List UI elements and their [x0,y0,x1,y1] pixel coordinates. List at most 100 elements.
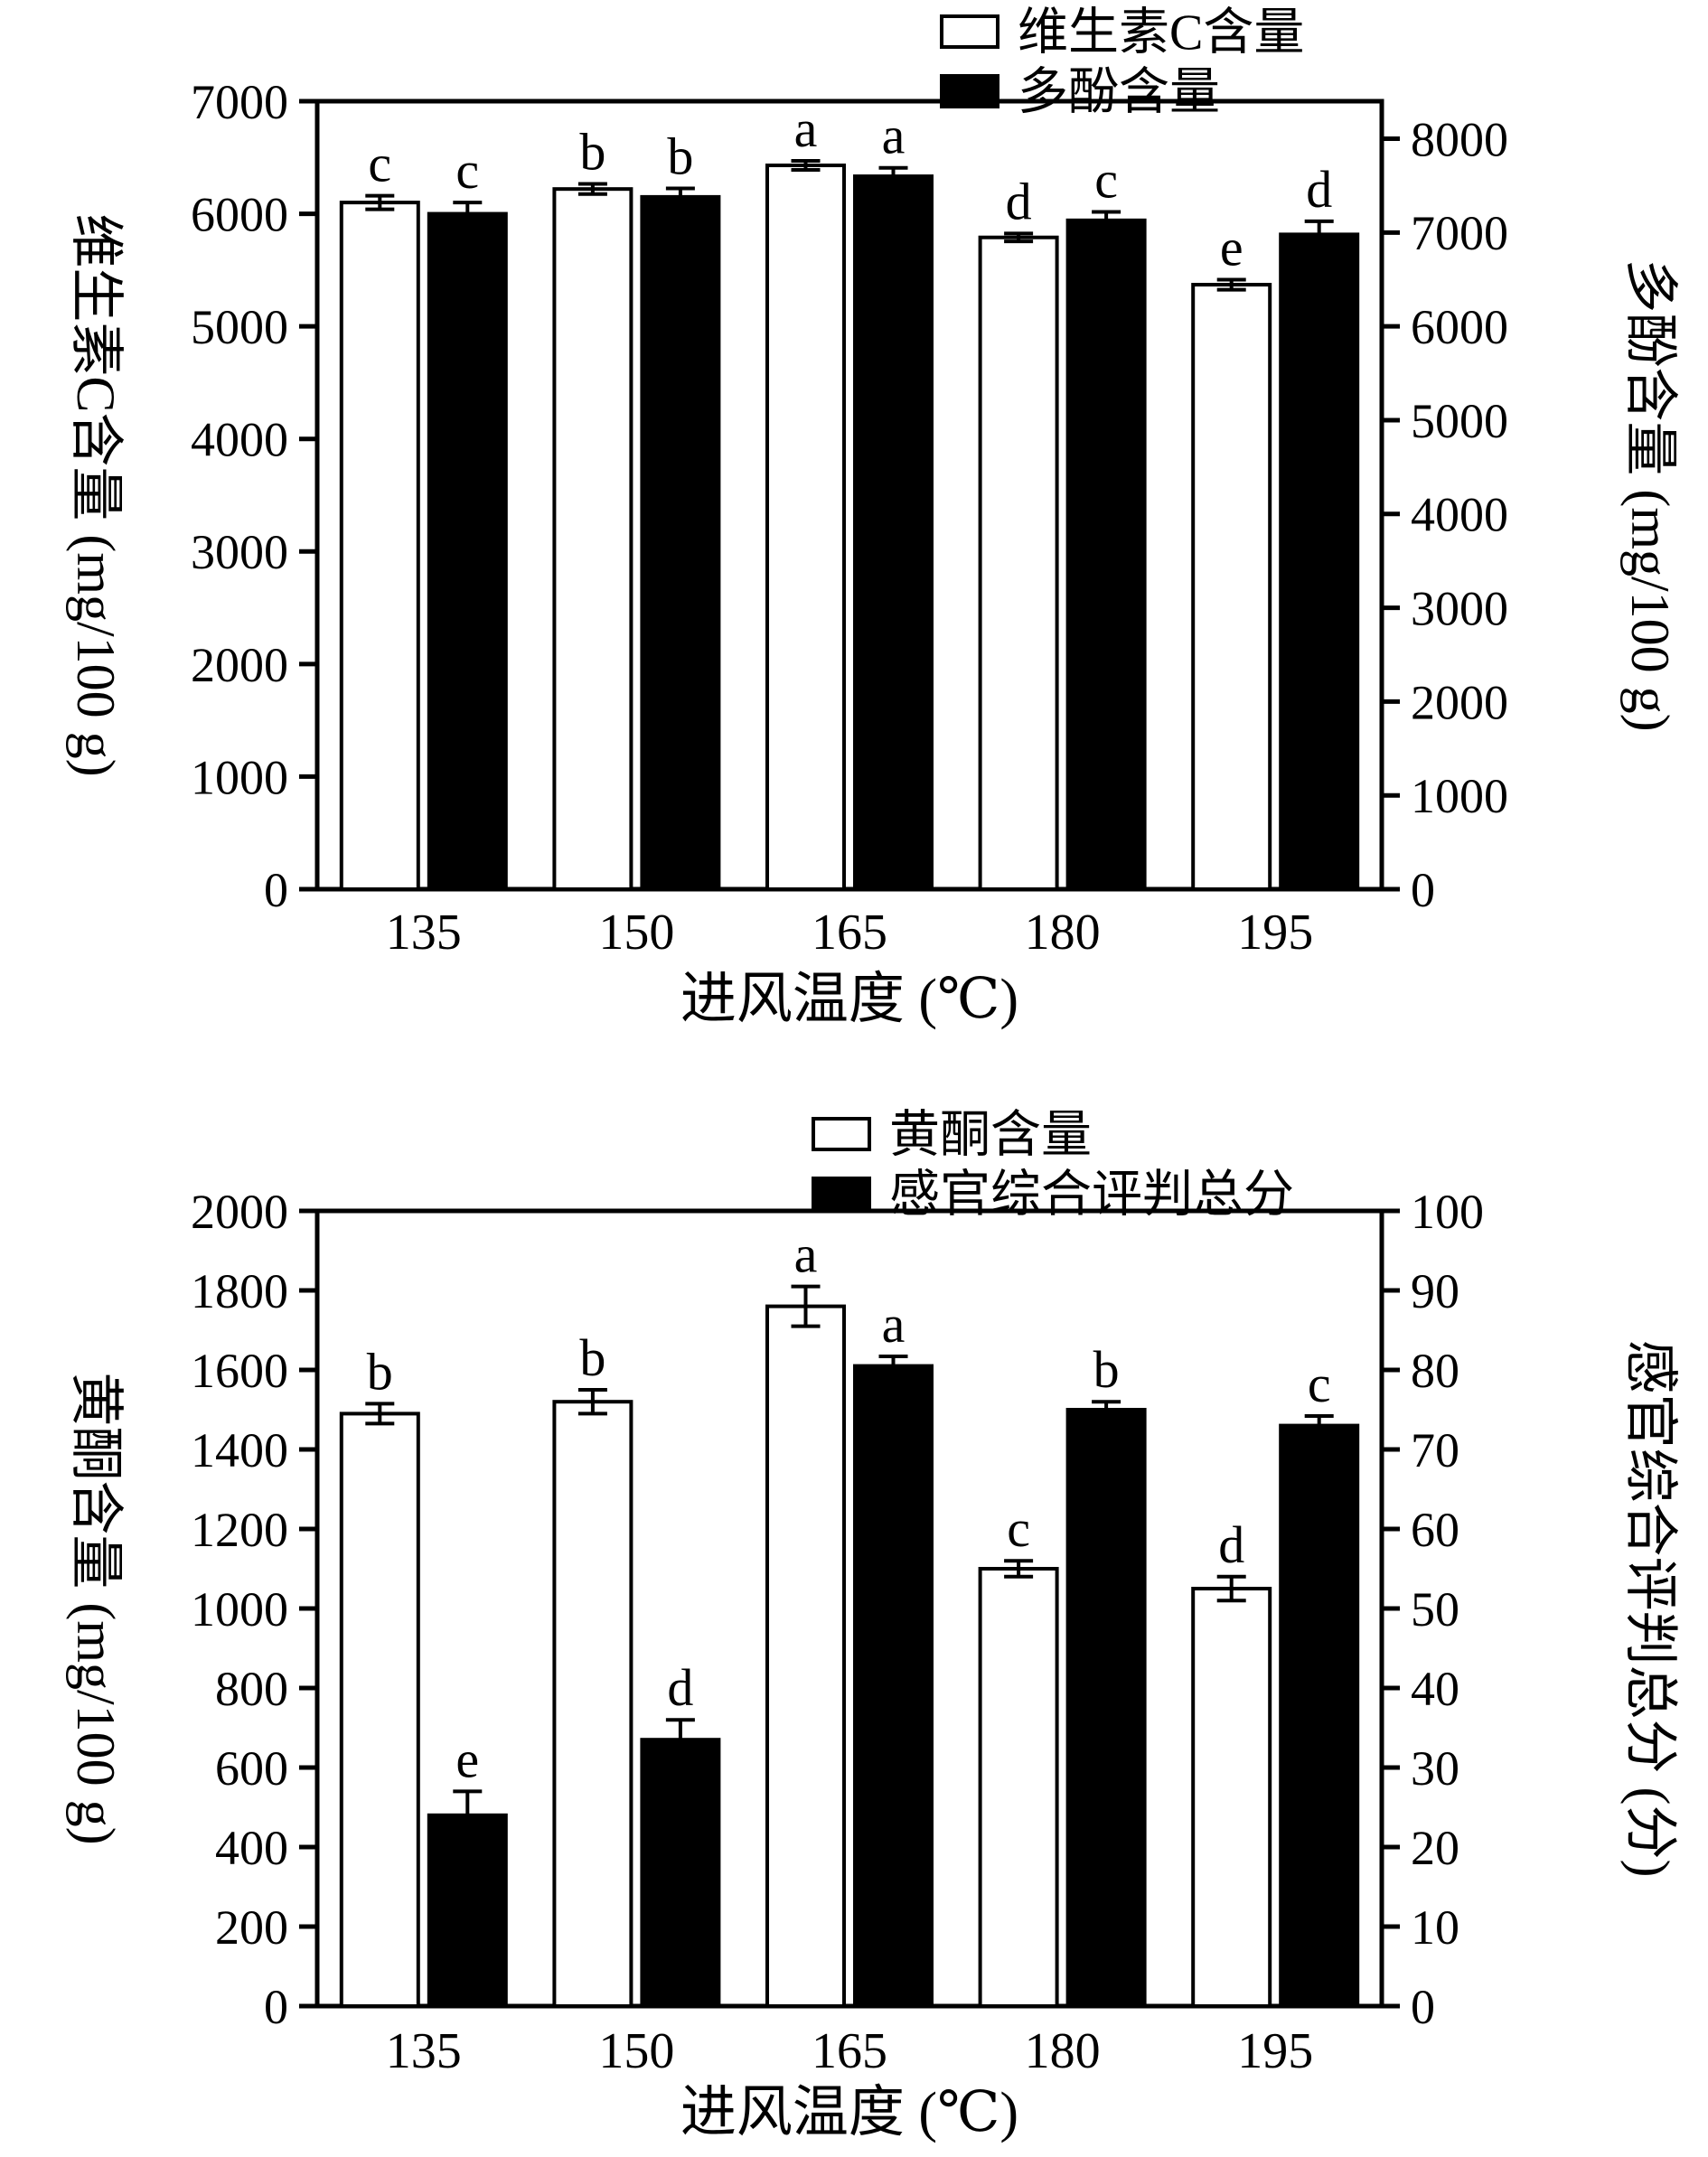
bar [765,1304,846,2008]
right-axis-title: 多酚含量 (mg/100 g) [1620,258,1680,731]
bar [640,194,721,891]
right-tick-label: 5000 [1411,394,1508,448]
left-tick-label: 1400 [191,1423,288,1477]
chart-panel-a: 0 1000 2000 3000 4000 5000 6000 7000 0 1000 2000 30… [66,5,1680,1030]
bar [853,174,934,892]
left-tick-label: 1600 [191,1344,288,1398]
significance-letter: e [455,1730,479,1788]
bar [765,164,846,891]
significance-letter: b [1093,1340,1120,1399]
x-tick-label: 195 [1237,2023,1313,2079]
x-tick-label: 135 [386,2023,462,2079]
x-tick-label: 195 [1237,905,1313,961]
x-tick-label: 150 [598,905,674,961]
left-tick-label: 5000 [191,300,288,354]
right-tick-label: 0 [1411,863,1435,917]
bar [339,201,420,892]
left-tick-label: 2000 [191,1185,288,1239]
right-tick-label: 70 [1411,1423,1459,1477]
significance-letter: c [1007,1499,1030,1558]
legend-label: 黄酮含量 [889,1108,1092,1164]
x-axis-title: 进风温度 (℃) [680,2082,1018,2143]
left-tick-label: 1800 [191,1264,288,1318]
significance-letter: c [1094,150,1118,209]
significance-letter: a [794,99,818,158]
significance-letter: c [455,141,479,200]
left-tick-label: 1000 [191,750,288,804]
right-tick-label: 90 [1411,1264,1459,1318]
legend-swatch [812,1177,871,1211]
significance-letter: c [1308,1355,1331,1413]
left-tick-label: 6000 [191,187,288,241]
right-tick-label: 6000 [1411,300,1508,354]
bar [427,1813,508,2009]
significance-letter: c [368,135,391,193]
significance-letter: b [579,1328,605,1387]
bar [339,1411,420,2008]
significance-letter: d [1006,172,1032,230]
right-tick-label: 10 [1411,1900,1459,1955]
significance-letter: a [882,107,906,165]
legend-swatch [940,14,999,49]
legend-label: 维生素C含量 [1018,5,1304,61]
right-tick-label: 40 [1411,1662,1459,1716]
bar [640,1738,721,2008]
right-tick-label: 100 [1411,1185,1484,1239]
left-tick-label: 1200 [191,1503,288,1557]
bar [427,211,508,892]
bar [552,1400,633,2008]
bar [1279,1423,1360,2008]
right-tick-label: 30 [1411,1741,1459,1796]
left-axis-title: 维生素C含量 (mg/100 g) [66,213,126,776]
bar [853,1364,934,2008]
right-tick-label: 2000 [1411,675,1508,729]
left-tick-label: 7000 [191,75,288,129]
significance-letter: b [667,127,693,186]
right-tick-label: 50 [1411,1582,1459,1637]
right-tick-label: 8000 [1411,112,1508,166]
right-tick-label: 7000 [1411,206,1508,260]
bar [978,235,1059,891]
significance-letter: d [667,1658,693,1717]
bar [1279,232,1360,891]
right-tick-label: 4000 [1411,488,1508,542]
left-tick-label: 0 [264,1980,288,2034]
plot-frame [314,98,1384,892]
right-axis-title: 感官综合评判总分 (分) [1620,1340,1680,1878]
x-tick-label: 165 [812,905,887,961]
x-tick-label: 180 [1025,905,1101,961]
legend-swatch [812,1117,871,1151]
x-tick-label: 150 [598,2023,674,2079]
left-tick-label: 4000 [191,413,288,467]
right-tick-label: 3000 [1411,581,1508,635]
right-tick-label: 80 [1411,1344,1459,1398]
right-tick-label: 0 [1411,1980,1435,2034]
significance-letter: d [1218,1515,1244,1574]
legend-label: 感官综合评判总分 [889,1168,1294,1224]
significance-letter: a [794,1225,818,1284]
left-tick-label: 400 [215,1821,288,1875]
significance-letter: b [579,123,605,182]
chart-panel-b: 0 200 400 600 800 1000 1200 1400 1600 1800 2000 0 10… [66,1108,1680,2143]
left-tick-label: 1000 [191,1582,288,1637]
bar [552,187,633,891]
bar [1191,283,1272,891]
x-axis-title: 进风温度 (℃) [680,969,1018,1030]
bar [1065,218,1147,892]
bar [978,1567,1059,2008]
left-tick-label: 800 [215,1662,288,1716]
left-tick-label: 2000 [191,638,288,692]
left-tick-label: 3000 [191,525,288,579]
legend-label: 多酚含量 [1018,65,1220,121]
right-tick-label: 60 [1411,1503,1459,1557]
significance-letter: d [1306,160,1332,219]
left-tick-label: 200 [215,1900,288,1955]
right-tick-label: 1000 [1411,769,1508,823]
left-tick-label: 600 [215,1741,288,1796]
right-tick-label: 20 [1411,1821,1459,1875]
significance-letter: a [882,1295,906,1354]
significance-letter: b [367,1342,393,1401]
bar [1191,1587,1272,2008]
